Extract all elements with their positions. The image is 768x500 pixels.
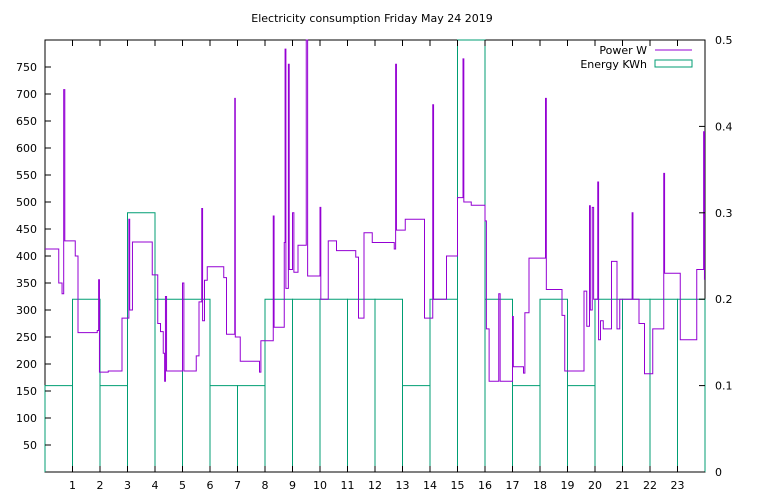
x-tick-label: 13 — [396, 479, 410, 492]
x-tick-label: 19 — [561, 479, 575, 492]
energy-series — [44, 39, 706, 472]
y-left-tick-label: 450 — [16, 223, 37, 236]
legend-power-label: Power W — [599, 44, 647, 57]
energy-bar — [237, 385, 266, 472]
y-left-tick-label: 200 — [16, 358, 37, 371]
energy-bar — [319, 298, 348, 472]
energy-bar — [374, 298, 403, 472]
y-right-tick-label: 0.3 — [715, 207, 733, 220]
y-right-tick-label: 0.5 — [715, 34, 733, 47]
energy-bar — [457, 39, 486, 472]
x-tick-label: 9 — [289, 479, 296, 492]
energy-bar — [347, 298, 376, 472]
x-tick-label: 18 — [533, 479, 547, 492]
y-left-tick-label: 100 — [16, 412, 37, 425]
y-left-tick-label: 750 — [16, 61, 37, 74]
energy-bar — [127, 212, 156, 472]
energy-bar — [264, 298, 293, 472]
legend-energy-swatch — [654, 59, 693, 68]
x-tick-label: 2 — [97, 479, 104, 492]
y-left-tick-label: 350 — [16, 277, 37, 290]
x-tick-label: 3 — [124, 479, 131, 492]
x-tick-label: 16 — [478, 479, 492, 492]
energy-bar — [72, 298, 101, 472]
energy-bar — [209, 385, 238, 472]
x-tick-label: 20 — [588, 479, 602, 492]
y-left-tick-label: 50 — [23, 439, 37, 452]
x-tick-label: 22 — [643, 479, 657, 492]
x-tick-label: 21 — [616, 479, 630, 492]
legend-energy-label: Energy KWh — [580, 58, 647, 71]
x-tick-label: 11 — [341, 479, 355, 492]
y-axis-right-ticks: 0 0.1 0.2 0.3 0.4 0.5 — [699, 34, 733, 479]
y-axis-left-ticks: 50 100 150 200 250 300 350 400 450 500 550 600 650 70… — [16, 61, 51, 452]
energy-bar — [567, 385, 596, 472]
y-right-tick-label: 0 — [715, 466, 722, 479]
y-left-tick-label: 700 — [16, 88, 37, 101]
chart-title: Electricity consumption Friday May 24 20… — [251, 12, 492, 25]
y-left-tick-label: 400 — [16, 250, 37, 263]
x-tick-label: 14 — [423, 479, 437, 492]
x-tick-label: 23 — [671, 479, 685, 492]
y-left-tick-label: 500 — [16, 196, 37, 209]
y-left-tick-label: 650 — [16, 115, 37, 128]
energy-bar — [622, 298, 651, 472]
y-left-tick-label: 550 — [16, 169, 37, 182]
x-tick-label: 10 — [313, 479, 327, 492]
energy-bar — [44, 385, 73, 472]
x-tick-label: 7 — [234, 479, 241, 492]
y-left-tick-label: 250 — [16, 331, 37, 344]
energy-bar — [154, 298, 183, 472]
y-right-tick-label: 0.4 — [715, 120, 733, 133]
energy-bar — [182, 298, 211, 472]
energy-bar — [99, 385, 128, 472]
energy-bar — [402, 385, 431, 472]
x-tick-label: 1 — [69, 479, 76, 492]
power-line — [45, 39, 705, 382]
x-axis-ticks: 1 2 3 4 5 6 7 8 9 10 11 12 13 14 15 16 17 18 19 20 21 22 23 — [69, 40, 685, 492]
y-left-tick-label: 300 — [16, 304, 37, 317]
energy-bar — [292, 298, 321, 472]
energy-bar — [512, 385, 541, 472]
legend: Power W Energy KWh — [580, 44, 693, 71]
x-tick-label: 4 — [152, 479, 159, 492]
x-tick-label: 5 — [179, 479, 186, 492]
x-tick-label: 15 — [451, 479, 465, 492]
power-series — [45, 39, 705, 382]
x-tick-label: 6 — [207, 479, 214, 492]
y-left-tick-label: 150 — [16, 385, 37, 398]
energy-bar — [429, 298, 458, 472]
y-right-tick-label: 0.1 — [715, 380, 733, 393]
energy-bar — [594, 298, 623, 472]
x-tick-label: 8 — [262, 479, 269, 492]
y-right-tick-label: 0.2 — [715, 293, 733, 306]
x-tick-label: 17 — [506, 479, 520, 492]
x-tick-label: 12 — [368, 479, 382, 492]
energy-bar — [539, 298, 568, 472]
y-left-tick-label: 600 — [16, 142, 37, 155]
